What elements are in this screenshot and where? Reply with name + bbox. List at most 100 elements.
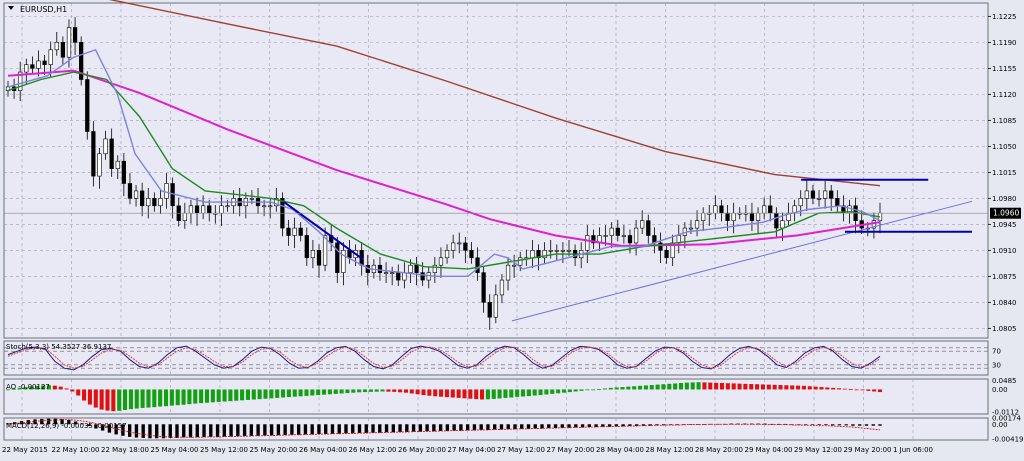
candle-body xyxy=(804,190,809,199)
candle[interactable] xyxy=(335,236,340,284)
candle[interactable] xyxy=(633,219,639,256)
candle[interactable] xyxy=(158,190,163,214)
candle[interactable] xyxy=(109,128,114,177)
candle-body xyxy=(762,205,767,214)
ao-bar xyxy=(743,383,748,390)
candle[interactable] xyxy=(804,180,809,211)
candle[interactable] xyxy=(390,266,395,286)
candle[interactable] xyxy=(286,219,291,246)
candle[interactable] xyxy=(54,31,59,56)
candle[interactable] xyxy=(30,56,35,75)
candle[interactable] xyxy=(127,173,133,205)
candle[interactable] xyxy=(377,257,383,281)
candle[interactable] xyxy=(164,173,169,209)
price-pane[interactable]: 1.1225 1.1190 1.1155 1.1120 1.1085 1.1050 1.10… xyxy=(3,0,1017,339)
candle[interactable] xyxy=(823,180,828,209)
candle[interactable] xyxy=(18,61,23,102)
candle[interactable] xyxy=(475,247,480,281)
candle[interactable] xyxy=(91,121,96,187)
candle[interactable] xyxy=(97,147,102,189)
candle[interactable] xyxy=(152,192,157,212)
candle[interactable] xyxy=(103,130,108,160)
macd-bar xyxy=(580,424,585,428)
candle-body xyxy=(609,227,614,236)
candle[interactable] xyxy=(85,71,90,140)
candle[interactable] xyxy=(310,239,316,269)
candle[interactable] xyxy=(499,274,505,304)
candle[interactable] xyxy=(24,58,29,85)
stochastic-pane[interactable]: 70 30 xyxy=(3,340,1001,376)
candle-body xyxy=(182,212,187,221)
candle[interactable] xyxy=(816,190,822,207)
candle[interactable] xyxy=(518,251,523,272)
time-tick-label: 25 May 04:00 xyxy=(151,446,199,454)
candle[interactable] xyxy=(316,244,322,278)
candle[interactable] xyxy=(444,244,450,264)
candle[interactable] xyxy=(451,234,456,259)
macd-bar xyxy=(506,424,510,430)
ao-bar xyxy=(480,389,485,400)
pane-menu-icon[interactable] xyxy=(8,6,14,10)
candle-body xyxy=(536,250,541,259)
candle[interactable] xyxy=(66,19,72,68)
macd-bar xyxy=(783,423,788,425)
candle[interactable] xyxy=(60,36,65,66)
candle[interactable] xyxy=(554,244,559,261)
candle[interactable] xyxy=(493,284,498,324)
candle[interactable] xyxy=(469,242,474,264)
candle[interactable] xyxy=(36,50,41,77)
candle[interactable] xyxy=(481,266,486,313)
candle[interactable] xyxy=(432,257,437,284)
ao-bar xyxy=(678,383,684,390)
ao-bar xyxy=(520,389,526,397)
candle[interactable] xyxy=(646,214,651,244)
ao-bar xyxy=(766,384,771,390)
candle[interactable] xyxy=(414,257,419,286)
candle[interactable] xyxy=(658,232,663,263)
candle[interactable] xyxy=(542,242,547,264)
candle[interactable] xyxy=(304,227,309,266)
candle[interactable] xyxy=(115,155,120,180)
candle-body xyxy=(646,220,651,236)
candle[interactable] xyxy=(512,254,517,278)
candle[interactable] xyxy=(383,262,389,284)
candle[interactable] xyxy=(615,219,620,242)
trend-line[interactable] xyxy=(283,201,364,261)
candle[interactable] xyxy=(341,242,346,286)
candle[interactable] xyxy=(585,225,590,263)
candle[interactable] xyxy=(438,247,444,278)
ao-bar xyxy=(667,383,672,390)
candle[interactable] xyxy=(591,229,596,249)
macd-bar xyxy=(817,424,821,425)
candle[interactable] xyxy=(810,184,816,205)
candle-body xyxy=(499,279,505,296)
candle[interactable] xyxy=(121,153,126,197)
candle[interactable] xyxy=(42,54,47,76)
candle[interactable] xyxy=(322,227,328,272)
candle[interactable] xyxy=(292,217,297,249)
candle[interactable] xyxy=(621,225,627,244)
candle[interactable] xyxy=(268,197,273,219)
candle[interactable] xyxy=(664,244,669,264)
candle[interactable] xyxy=(463,236,468,263)
macd-bar xyxy=(87,424,91,427)
ao-bar xyxy=(146,389,151,408)
candle[interactable] xyxy=(298,222,303,242)
candle[interactable] xyxy=(457,232,462,254)
candle-body xyxy=(121,160,126,184)
candle[interactable] xyxy=(48,41,53,78)
candle[interactable] xyxy=(72,17,78,55)
candle[interactable] xyxy=(133,184,139,207)
candle[interactable] xyxy=(5,80,11,97)
candle[interactable] xyxy=(694,210,700,237)
macd-bar xyxy=(844,424,848,426)
candle[interactable] xyxy=(140,182,145,217)
trend-line[interactable] xyxy=(511,200,973,322)
ao-bar xyxy=(673,383,678,390)
candle[interactable] xyxy=(79,36,84,86)
candle[interactable] xyxy=(487,294,492,330)
candle[interactable] xyxy=(640,210,645,235)
